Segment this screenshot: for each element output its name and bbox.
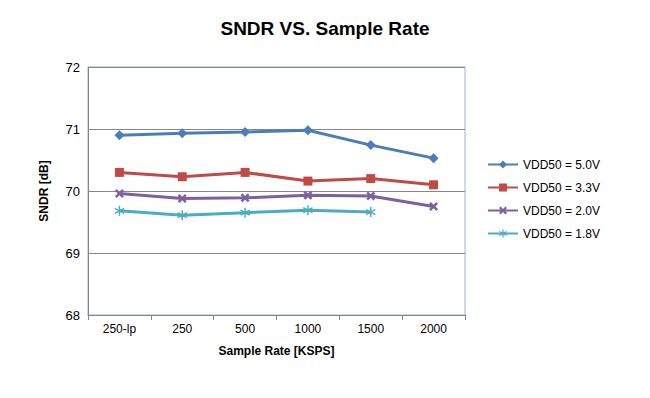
svg-text:VDD50 = 3.3V: VDD50 = 3.3V bbox=[523, 181, 600, 195]
svg-text:500: 500 bbox=[235, 322, 255, 336]
svg-text:VDD50 = 1.8V: VDD50 = 1.8V bbox=[523, 227, 600, 241]
svg-text:250: 250 bbox=[172, 322, 192, 336]
svg-text:Sample Rate [KSPS]: Sample Rate [KSPS] bbox=[218, 344, 334, 358]
svg-text:70: 70 bbox=[66, 184, 80, 199]
svg-text:72: 72 bbox=[66, 60, 80, 75]
svg-text:250-lp: 250-lp bbox=[103, 322, 137, 336]
svg-text:2000: 2000 bbox=[420, 322, 447, 336]
svg-text:1000: 1000 bbox=[295, 322, 322, 336]
svg-text:68: 68 bbox=[66, 308, 80, 323]
svg-text:69: 69 bbox=[66, 246, 80, 261]
svg-text:VDD50 = 2.0V: VDD50 = 2.0V bbox=[523, 204, 600, 218]
svg-text:SNDR [dB]: SNDR [dB] bbox=[37, 160, 51, 221]
svg-text:1500: 1500 bbox=[357, 322, 384, 336]
svg-text:71: 71 bbox=[66, 122, 80, 137]
svg-text:VDD50 = 5.0V: VDD50 = 5.0V bbox=[523, 158, 600, 172]
svg-text:SNDR VS. Sample Rate: SNDR VS. Sample Rate bbox=[220, 18, 429, 39]
